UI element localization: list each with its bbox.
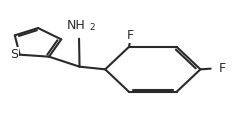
Text: S: S [10, 47, 18, 61]
Text: 2: 2 [89, 23, 95, 32]
Text: F: F [127, 29, 134, 42]
Text: F: F [219, 62, 226, 75]
Text: NH: NH [67, 19, 86, 32]
